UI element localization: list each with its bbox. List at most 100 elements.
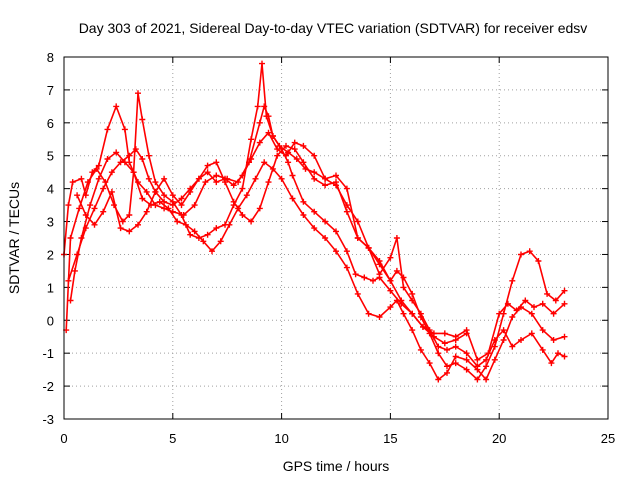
data-point [474,356,481,363]
data-point [485,350,492,357]
y-tick-label: 1 [47,280,54,295]
data-point [452,353,459,360]
data-point [539,346,546,353]
data-point [67,235,74,241]
data-point [387,287,394,294]
data-point [376,271,383,278]
data-point [100,185,107,192]
data-point [256,119,263,126]
data-point [104,156,111,162]
data-point [135,90,141,97]
data-point [343,202,350,209]
data-point [113,103,120,110]
data-point [550,337,557,343]
y-tick-label: 7 [47,83,54,98]
data-point [409,327,416,334]
data-point [513,307,520,314]
data-point [239,172,246,179]
data-point [444,369,450,376]
data-point [161,198,168,205]
x-tick-label: 5 [169,431,176,446]
data-point [426,360,433,367]
data-point [113,149,120,156]
data-point [169,198,176,205]
data-point [152,188,159,195]
data-point [265,129,272,136]
data-point [239,185,246,192]
data-point [248,218,255,225]
data-point [213,179,220,186]
data-point [483,356,490,363]
data-point [95,175,102,182]
data-point [204,231,211,238]
data-point [333,172,339,179]
data-point [195,175,202,182]
data-point [187,231,194,238]
data-point [387,304,394,311]
data-point [161,192,168,199]
data-point [230,182,237,189]
data-point [121,126,128,133]
data-point [393,235,400,241]
data-point [300,159,307,166]
data-point [104,126,111,133]
data-point [108,188,115,195]
data-point [509,314,516,320]
data-point [463,327,470,334]
data-point [204,162,211,169]
data-point [491,343,498,350]
data-point [300,142,307,149]
data-point [452,343,459,350]
data-point [139,156,146,162]
data-point [117,225,124,232]
data-point [528,330,535,337]
data-point [145,175,152,182]
data-point [274,146,281,153]
data-point [531,304,537,311]
data-point [95,162,102,169]
data-point [165,205,172,212]
data-point [561,353,568,360]
data-point [82,225,89,232]
data-point [504,300,511,307]
data-point [463,350,470,357]
data-point [526,248,533,255]
data-point [276,142,283,149]
data-point [143,188,150,195]
data-point [71,267,78,274]
x-tick-label: 10 [274,431,288,446]
data-point [528,310,535,317]
data-point [509,343,516,350]
data-point [561,333,568,340]
data-point [333,182,339,189]
data-point [491,356,498,363]
data-point [539,300,546,307]
data-point [548,360,555,367]
data-point [174,218,181,225]
data-point [108,169,115,176]
y-tick-label: 3 [47,215,54,230]
data-point [352,271,359,278]
y-tick-label: 8 [47,50,54,65]
data-point [409,290,416,297]
data-point [452,333,459,340]
y-tick-label: 2 [47,247,54,262]
data-point [311,169,318,176]
data-point [239,212,246,218]
data-point [417,346,424,353]
data-point [204,169,211,176]
x-axis-label: GPS time / hours [283,458,390,474]
data-point [263,113,270,120]
data-point [311,208,318,215]
data-layer [61,60,568,383]
data-point [265,179,272,186]
data-point [518,337,524,343]
data-point [300,198,307,205]
data-point [93,165,100,172]
data-point [463,356,470,363]
data-point [552,297,559,304]
data-point [417,310,424,317]
data-point [370,277,376,284]
data-point [400,310,407,317]
data-point [178,202,185,209]
